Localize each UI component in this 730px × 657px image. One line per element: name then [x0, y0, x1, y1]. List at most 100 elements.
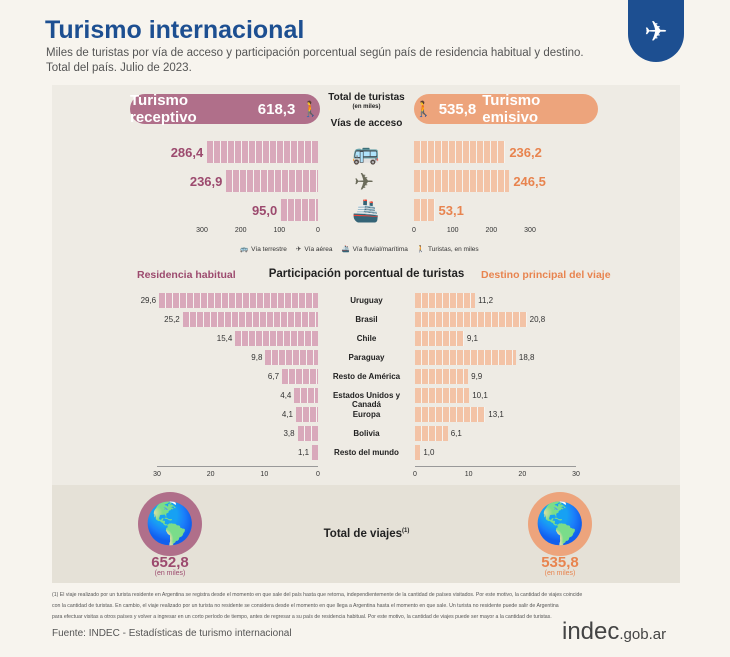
walking-person-icon: 🚶	[414, 101, 433, 118]
bar-destino	[415, 331, 464, 346]
logo-suffix: .gob.ar	[619, 626, 667, 643]
ship-icon: 🚢	[341, 246, 350, 253]
axis-tick-label: 10	[260, 471, 269, 478]
indec-logo: indec.gob.ar	[562, 618, 666, 646]
bar-residencia	[182, 312, 318, 327]
value-label: 4,1	[281, 410, 293, 419]
axis-tick-label: 200	[485, 227, 498, 234]
bar-residencia	[159, 293, 318, 308]
receptivo-value: 618,3	[257, 100, 296, 118]
participacion-heading: Participación porcentual de turistas	[268, 268, 465, 280]
value-label: 95,0	[251, 203, 278, 218]
bar-residencia	[235, 331, 318, 346]
source: Fuente: INDEC - Estadísticas de turismo …	[52, 628, 292, 639]
value-label: 11,2	[478, 296, 494, 305]
bar-destino	[415, 369, 469, 384]
bar-emisivo	[414, 170, 510, 192]
bar-residencia	[265, 350, 318, 365]
bar-residencia	[312, 445, 318, 460]
category-label: Uruguay	[350, 296, 383, 305]
residencia-heading: Residencia habitual	[137, 269, 236, 281]
units-label: (en miles)	[154, 570, 186, 577]
globe-icon: 🌎	[138, 492, 202, 556]
value-label: 236,2	[509, 145, 542, 160]
value-label: 25,2	[164, 315, 180, 324]
value-label: 246,5	[513, 174, 546, 189]
axis-line	[415, 466, 576, 467]
footnote-line: (1) El viaje realizado por un turista re…	[52, 592, 583, 598]
value-label: 9,9	[471, 372, 483, 381]
receptivo-badge: Turismo receptivo 618,3 🚶	[130, 92, 320, 126]
vias-label: Vías de acceso	[330, 118, 403, 129]
bar-destino	[415, 293, 476, 308]
bar-destino	[415, 350, 516, 365]
axis-tick-label: 30	[572, 471, 580, 478]
axis-tick-label: 300	[524, 227, 536, 234]
bar-residencia	[282, 369, 318, 384]
subtitle: Miles de turistas por vía de acceso y pa…	[46, 46, 606, 76]
bar-residencia	[294, 388, 318, 403]
value-label: 4,4	[280, 391, 292, 400]
value-label: 1,1	[297, 448, 310, 457]
bar-receptivo	[281, 199, 318, 221]
axis-tick-label: 0	[316, 471, 320, 478]
bar-destino	[415, 407, 486, 422]
footnote: (1) El viaje realizado por un turista re…	[52, 590, 612, 623]
value-label: 9,8	[251, 353, 263, 362]
footnote-line: con la cantidad de turistas. En cambio, …	[52, 603, 559, 609]
value-label: 18,8	[518, 353, 535, 362]
value-label: 1,0	[423, 448, 435, 457]
axis-tick-label: 10	[464, 471, 473, 478]
footnote-ref: (1)	[402, 528, 410, 535]
legend-item: Turistas, en miles	[427, 245, 479, 253]
units-label: (en miles)	[352, 104, 381, 110]
axis-tick-label: 20	[518, 471, 527, 478]
bar-destino	[415, 445, 421, 460]
legend: 🚌 Vía terrestre ✈ Vía aérea 🚢 Vía fluvial/m…	[240, 245, 479, 254]
emisivo-label: Turismo emisivo	[482, 92, 541, 126]
axis-tick-label: 0	[412, 227, 416, 234]
value-label: 15,4	[216, 334, 233, 343]
bar-residencia	[295, 407, 318, 422]
destino-heading: Destino principal del viaje	[481, 269, 611, 281]
axis-tick-label: 0	[413, 471, 417, 478]
viajes-text: Total de viajes	[323, 528, 403, 540]
value-label: 286,4	[170, 145, 204, 160]
axis-tick-label: 20	[206, 471, 215, 478]
footnote-line: para efectuar visitas a otros países y v…	[52, 614, 552, 620]
bar-residencia	[297, 426, 318, 441]
category-label: Chile	[356, 334, 377, 343]
page-title: Turismo internacional	[45, 16, 305, 44]
axis-tick-label: 0	[316, 227, 320, 234]
ship-icon: 🚢	[352, 198, 380, 223]
globe-icon: 🌎	[528, 492, 592, 556]
axis-tick-label: 100	[446, 227, 459, 234]
value-label: 6,7	[267, 372, 280, 381]
bar-emisivo	[414, 141, 506, 163]
axis-tick-label: 100	[273, 227, 286, 234]
value-label: 13,1	[488, 410, 504, 419]
category-label: Bolivia	[353, 429, 380, 438]
legend-item: Vía fluvial/marítima	[352, 245, 408, 253]
viajes-emisivo-value: 535,8	[541, 554, 579, 571]
total-label: Total de turistas	[328, 92, 405, 103]
bar-destino	[415, 312, 527, 327]
bar-destino	[415, 388, 470, 403]
emisivo-value: 535,8	[438, 100, 477, 118]
walking-person-icon: 🚶	[301, 101, 320, 118]
value-label: 10,1	[472, 391, 488, 400]
category-label: Brasil	[355, 315, 378, 324]
bus-icon: 🚌	[352, 140, 380, 165]
airplane-icon: ✈	[295, 246, 302, 253]
receptivo-label: Turismo receptivo	[130, 92, 197, 126]
axis-tick-label: 30	[153, 471, 161, 478]
value-label: 3,8	[283, 429, 295, 438]
airplane-icon: ✈	[354, 169, 375, 196]
category-label: Europa	[352, 410, 381, 419]
units-label: (en miles)	[544, 570, 576, 577]
logo-text: indec	[562, 618, 620, 645]
viajes-receptivo-value: 652,8	[151, 554, 189, 571]
globe-plane-icon: ✈	[628, 0, 684, 62]
viajes-label: Total de viajes(1)	[300, 528, 433, 540]
bar-receptivo	[226, 170, 318, 192]
